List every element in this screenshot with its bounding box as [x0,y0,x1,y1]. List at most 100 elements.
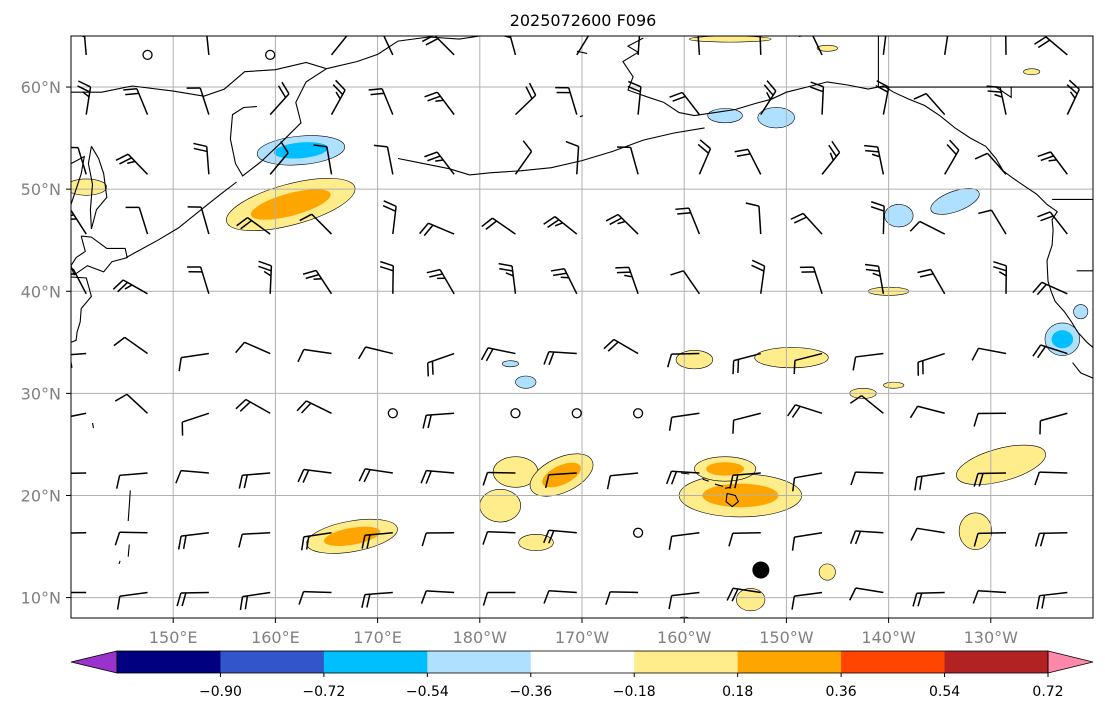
wind-barb [297,468,332,483]
wind-barb [627,80,642,115]
wind-barb [852,352,884,371]
calm-circle [142,49,153,61]
wind-barb [71,412,87,420]
wind-barb [799,266,823,295]
wind-barb [726,587,761,602]
wind-barb [665,470,700,485]
wind-barb [790,212,823,235]
anomaly-core-4 [542,462,581,488]
colorbar-extend-low [70,650,118,674]
wind-barb [422,412,455,429]
wind-barb [993,260,1008,294]
wind-barb [71,531,87,535]
wind-barb [943,36,950,56]
wind-barb [728,531,761,547]
coastline-segment [127,544,130,557]
wind-barb [973,412,1007,427]
coastline-segment [87,146,108,230]
wind-barb [114,531,148,546]
wind-barb [298,590,332,605]
anomaly-area-15 [958,512,993,550]
calm-circle [571,408,582,419]
wind-barb [555,86,578,115]
coastline-segment [71,235,128,276]
wind-barb [543,215,578,235]
wind-barb [380,36,394,56]
wind-barb [864,144,885,175]
wind-barb [603,338,639,355]
wind-barb [258,260,273,294]
wind-barb [176,591,209,607]
wind-barb [71,591,87,594]
wind-barb [732,412,761,434]
wind-barb [912,591,945,607]
wind-barb [793,352,823,375]
coastline-segment [724,486,731,489]
wind-barb [1034,531,1068,547]
wind-barb [269,141,289,175]
wind-barb [917,268,946,295]
wind-barb [482,530,516,545]
coastline-segment [71,155,86,205]
lon-tick-label: 170°W [555,628,610,647]
wind-barb [178,352,209,372]
colorbar-segment [841,651,946,673]
wind-barb [502,36,517,56]
wind-barb [565,140,580,175]
wind-barb [514,140,533,175]
wind-barb [791,591,823,610]
wind-barb [617,146,639,175]
colorbar-outline [116,650,1049,674]
wind-barb [864,263,885,294]
wind-barb [909,220,946,235]
coastline-segment [91,422,95,429]
wind-barb [77,36,87,55]
anomaly-area-18 [689,36,772,43]
wind-barb [301,532,332,551]
colorbar-labels: −0.90 −0.72 −0.54 −0.36 −0.18 0.18 0.36 0.54 0.7… [199,673,1064,700]
coastline-segment [681,472,690,475]
anomaly-area-6 [518,533,554,551]
wind-barb [358,346,393,360]
wind-barb [373,144,394,175]
wind-barb [1032,344,1068,359]
colorbar-extend-high [1047,650,1094,674]
wind-barb [821,140,841,175]
longitude-axis: 150°E 160°E 170°E 180°W 170°W 160°W 150°W 140°W… [149,618,1018,647]
wind-barb [115,153,149,175]
calm-circle [387,408,398,419]
wind-barb [115,472,148,489]
coastline-segment [702,478,709,482]
anomaly-area-30 [1073,304,1089,320]
wind-barb [543,590,577,604]
wind-barb [358,468,393,483]
coastline-segment [622,37,664,103]
wind-barb [330,36,350,56]
coastline-segment [326,36,480,70]
lon-tick-label: 160°W [657,628,712,647]
coastline-segment [806,81,1093,348]
wind-barb [675,207,701,235]
wind-barb [299,213,333,235]
wind-barb [751,259,766,294]
wind-barb [666,352,700,368]
wind-barb [368,87,394,115]
wind-barb [971,347,1007,361]
lon-tick-label: 170°E [353,628,402,647]
wind-barb [914,472,945,491]
wind-barb [1036,591,1068,610]
wind-barb [426,352,455,377]
wind-barb [760,80,777,116]
wind-barb [850,471,884,486]
anomaly-core-0 [250,189,331,220]
wind-barb [1032,281,1068,296]
wind-barb [175,469,209,484]
colorbar-label: −0.18 [613,684,656,700]
wind-barb [71,352,87,357]
wind-barb [361,591,393,609]
anomaly-area-28 [930,188,980,215]
colorbar-label: −0.54 [406,684,449,700]
wind-barb [810,81,825,115]
wind-barb [543,529,577,544]
